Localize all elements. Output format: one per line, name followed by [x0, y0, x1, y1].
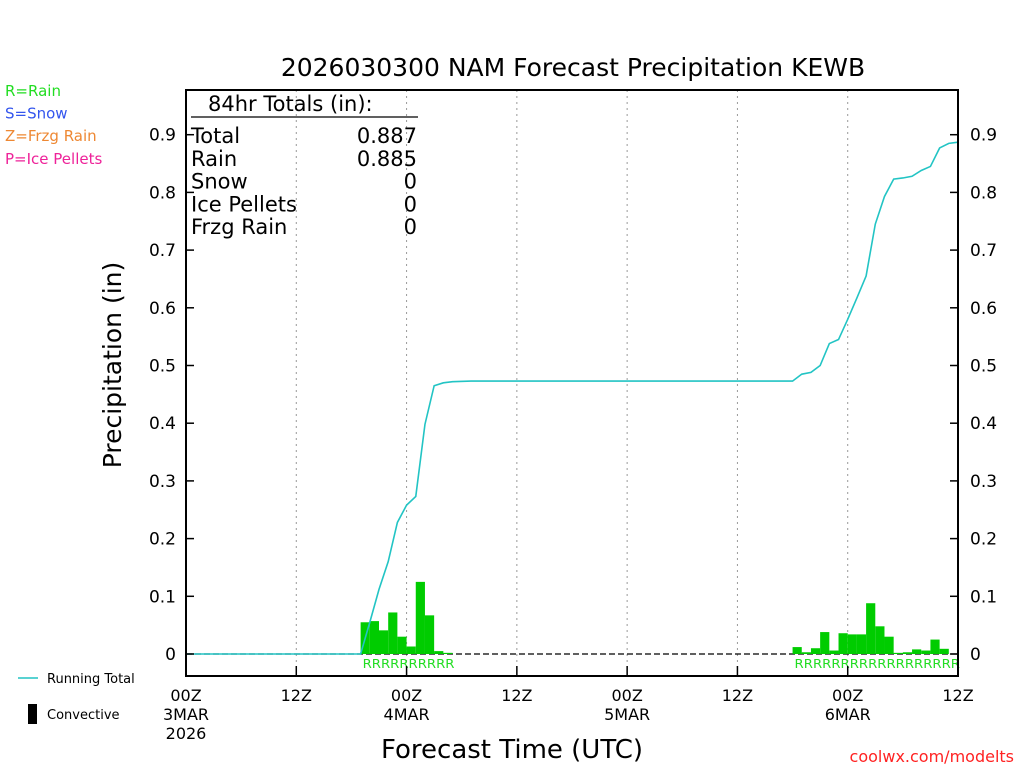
y-tick-label-left-0: 0 — [165, 645, 176, 665]
x-tick-label-7: 12Z — [942, 686, 973, 705]
precip-bar-8 — [434, 651, 444, 654]
y-tick-label-right-5: 0.5 — [970, 357, 997, 377]
legend-type-2: Z=Frzg Rain — [5, 127, 97, 145]
x-date-label-0: 3MAR — [163, 705, 209, 724]
y-tick-label-left-2: 0.2 — [149, 530, 176, 550]
chart-title: 2026030300 NAM Forecast Precipitation KE… — [281, 53, 865, 82]
totals-value-2: 0 — [404, 170, 417, 194]
y-tick-label-right-9: 0.9 — [970, 126, 997, 146]
precip-bar-1 — [369, 621, 379, 654]
y-axis-label: Precipitation (in) — [98, 262, 127, 469]
y-axis-right: 0 0.1 0.2 0.3 0.4 0.5 0.6 0.7 0.8 0.9 — [950, 126, 997, 665]
precip-bar-22 — [902, 652, 913, 654]
x-tick-label-2: 00Z — [391, 686, 422, 705]
y-tick-label-right-8: 0.8 — [970, 183, 997, 203]
precip-bar-19 — [875, 626, 885, 654]
totals-value-0: 0.887 — [357, 124, 417, 148]
precip-bar-2 — [379, 630, 389, 654]
precip-type-legend: R=Rain S=Snow Z=Frzg Rain P=Ice Pellets — [5, 82, 102, 168]
precip-bar-4 — [397, 636, 407, 654]
precip-type-codes: RRRRRRRRRR RRRRRRRRRRRRRRRRRR — [363, 657, 960, 671]
precip-bar-23 — [912, 649, 922, 654]
x-year-label-0: 2026 — [166, 724, 207, 743]
hourly-bars — [360, 581, 949, 654]
running-total-line — [186, 141, 959, 655]
precip-bar-25 — [930, 639, 940, 654]
precip-bar-17 — [856, 634, 867, 654]
y-tick-label-left-5: 0.5 — [149, 357, 176, 377]
totals-label-2: Snow — [191, 170, 248, 194]
precip-bar-11 — [801, 652, 811, 654]
y-tick-label-left-1: 0.1 — [149, 587, 176, 607]
x-tick-label-3: 12Z — [501, 686, 532, 705]
x-tick-label-0: 00Z — [170, 686, 201, 705]
precip-bar-24 — [921, 650, 931, 654]
legend-series-label-1: Convective — [47, 708, 120, 723]
totals-box: 84hr Totals (in): Total 0.887 Rain 0.885 Sno… — [190, 92, 418, 239]
precip-bar-3 — [388, 612, 398, 654]
y-tick-label-left-9: 0.9 — [149, 126, 176, 146]
ptype-row-0: RRRRRRRRRR — [363, 657, 455, 671]
y-tick-label-right-4: 0.4 — [970, 414, 997, 434]
totals-label-0: Total — [190, 124, 240, 148]
totals-label-3: Ice Pellets — [191, 192, 297, 216]
totals-label-1: Rain — [191, 147, 237, 171]
y-tick-label-left-8: 0.8 — [149, 183, 176, 203]
y-tick-label-right-6: 0.6 — [970, 299, 997, 319]
precip-bar-18 — [866, 603, 876, 654]
legend-swatch-1 — [28, 704, 37, 724]
y-tick-label-right-3: 0.3 — [970, 472, 997, 492]
plot-frame — [185, 89, 959, 677]
x-date-label-4: 5MAR — [604, 705, 650, 724]
y-tick-label-left-3: 0.3 — [149, 472, 176, 492]
totals-value-3: 0 — [404, 192, 417, 216]
x-tick-label-1: 12Z — [281, 686, 312, 705]
x-tick-label-5: 12Z — [722, 686, 753, 705]
x-axis-label: Forecast Time (UTC) — [381, 735, 643, 765]
x-date-label-2: 4MAR — [384, 705, 430, 724]
y-tick-label-right-2: 0.2 — [970, 530, 997, 550]
precip-bar-7 — [424, 615, 435, 654]
x-tick-label-6: 00Z — [832, 686, 863, 705]
precip-bar-15 — [838, 633, 848, 654]
precip-bar-16 — [847, 634, 857, 654]
totals-label-4: Frzg Rain — [191, 215, 287, 239]
ptype-row-1: RRRRRRRRRRRRRRRRRR — [795, 657, 960, 671]
y-tick-label-left-6: 0.6 — [149, 299, 176, 319]
precip-bar-10 — [792, 647, 802, 654]
credit-text: coolwx.com/modelts — [850, 747, 1014, 766]
totals-value-4: 0 — [404, 215, 417, 239]
legend-type-1: S=Snow — [5, 105, 68, 123]
totals-value-1: 0.885 — [357, 147, 417, 171]
precip-bar-21 — [893, 652, 903, 654]
totals-header: 84hr Totals (in): — [208, 92, 373, 116]
precip-bar-26 — [939, 648, 949, 654]
y-tick-label-left-7: 0.7 — [149, 241, 176, 261]
y-tick-label-left-4: 0.4 — [149, 414, 176, 434]
legend-series-label-0: Running Total — [47, 672, 135, 687]
gridlines — [295, 90, 849, 676]
precip-bar-9 — [443, 652, 453, 654]
precip-bar-5 — [406, 646, 416, 654]
legend-type-0: R=Rain — [5, 82, 61, 100]
y-tick-label-right-7: 0.7 — [970, 241, 997, 261]
precip-bar-14 — [829, 650, 839, 654]
legend-type-3: P=Ice Pellets — [5, 150, 102, 168]
precip-bar-12 — [810, 648, 821, 654]
precip-bar-20 — [884, 636, 894, 654]
y-tick-label-right-0: 0 — [970, 645, 981, 665]
y-tick-label-right-1: 0.1 — [970, 587, 997, 607]
x-date-label-6: 6MAR — [825, 705, 871, 724]
y-axis-left: 0 0.1 0.2 0.3 0.4 0.5 0.6 0.7 0.8 0.9 — [149, 126, 194, 665]
precip-bar-6 — [415, 581, 425, 654]
series-legend: Running Total Convective — [18, 672, 135, 724]
x-tick-label-4: 00Z — [611, 686, 642, 705]
precip-bar-13 — [820, 632, 830, 654]
